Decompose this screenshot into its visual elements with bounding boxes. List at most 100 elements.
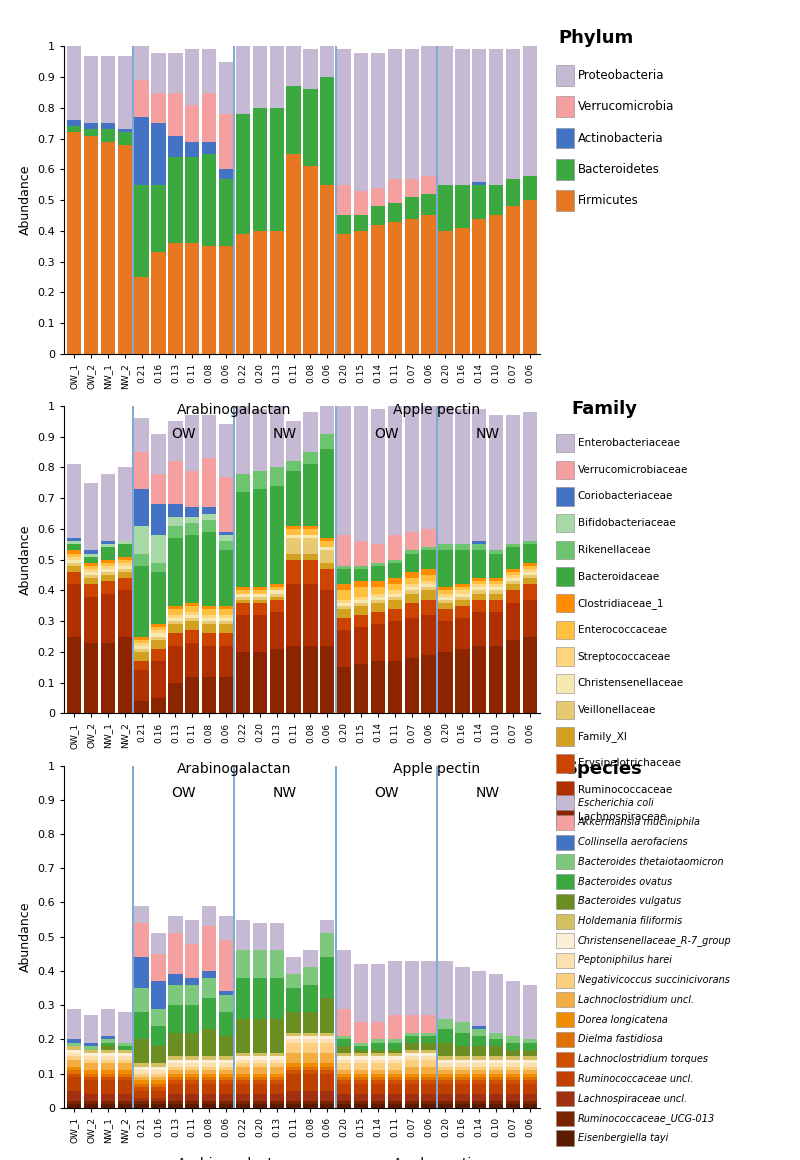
Bar [522,578,537,585]
Bar [286,86,301,154]
Bar [151,633,166,637]
Bar [118,578,132,590]
Bar [337,667,351,713]
Bar [405,403,419,532]
Bar [337,1036,351,1039]
Bar [472,612,486,646]
Bar [236,587,250,590]
Bar [388,1080,402,1083]
Bar [202,142,216,154]
Text: OW: OW [374,786,398,800]
Bar [303,559,318,585]
Bar [506,548,520,568]
Bar [219,1067,234,1071]
Bar [168,974,182,985]
Bar [134,1067,149,1071]
Bar [354,581,368,587]
Bar [202,532,216,606]
Bar [472,1046,486,1057]
Bar [303,166,318,354]
Bar [253,231,267,354]
Bar [388,622,402,661]
Bar [354,566,368,568]
Bar [354,216,368,231]
Bar [270,1060,284,1064]
Bar [405,179,419,197]
Bar [185,603,199,606]
Bar [101,1101,115,1104]
Bar [67,1101,82,1104]
Bar [118,563,132,566]
Text: Rikenellaceae: Rikenellaceae [578,545,650,554]
Bar [489,1039,503,1046]
Text: OW: OW [171,786,196,800]
Bar [455,587,470,590]
Bar [67,1076,82,1090]
Bar [202,50,216,93]
Bar [405,1015,419,1032]
Bar [354,1022,368,1043]
Bar [388,585,402,590]
Bar [168,1067,182,1071]
Bar [168,985,182,1005]
Bar [270,1018,284,1053]
Bar [422,1067,436,1074]
Bar [422,46,436,175]
Bar [506,981,520,1036]
Bar [168,1060,182,1064]
Bar [405,1083,419,1094]
Bar [219,61,234,114]
Bar [522,585,537,600]
Bar [202,676,216,713]
Bar [236,1104,250,1108]
Bar [354,1046,368,1050]
Bar [303,646,318,713]
Bar [354,1083,368,1094]
Bar [202,1074,216,1076]
Text: Apple pectin: Apple pectin [394,403,481,416]
Bar [472,581,486,585]
Bar [455,1074,470,1076]
Bar [84,1080,98,1094]
Bar [253,600,267,603]
Text: Firmicutes: Firmicutes [578,194,638,208]
Bar [354,52,368,191]
Bar [370,1050,385,1053]
Bar [84,1060,98,1064]
Bar [168,538,182,606]
Bar [489,216,503,354]
Bar [270,596,284,600]
Bar [405,551,419,553]
Bar [388,1039,402,1043]
Bar [168,244,182,354]
Bar [185,244,199,354]
Bar [151,1074,166,1076]
Text: Actinobacteria: Actinobacteria [578,131,663,145]
Bar [67,464,82,538]
Bar [168,1005,182,1032]
Bar [185,920,199,943]
Bar [370,1101,385,1104]
Bar [84,1053,98,1057]
Bar [354,1057,368,1060]
Bar [236,473,250,492]
Bar [185,630,199,643]
Bar [253,1083,267,1094]
Bar [472,544,486,551]
Bar [67,1067,82,1071]
Bar [219,551,234,606]
Bar [101,142,115,354]
Bar [438,1043,453,1057]
Bar [472,218,486,354]
Bar [422,585,436,587]
Bar [337,1080,351,1083]
Bar [168,1071,182,1074]
Bar [438,184,453,231]
Bar [303,412,318,452]
Bar [388,1094,402,1101]
Bar [84,563,98,566]
Bar [270,46,284,108]
Bar [101,123,115,130]
Bar [422,1076,436,1080]
Bar [236,978,250,1018]
